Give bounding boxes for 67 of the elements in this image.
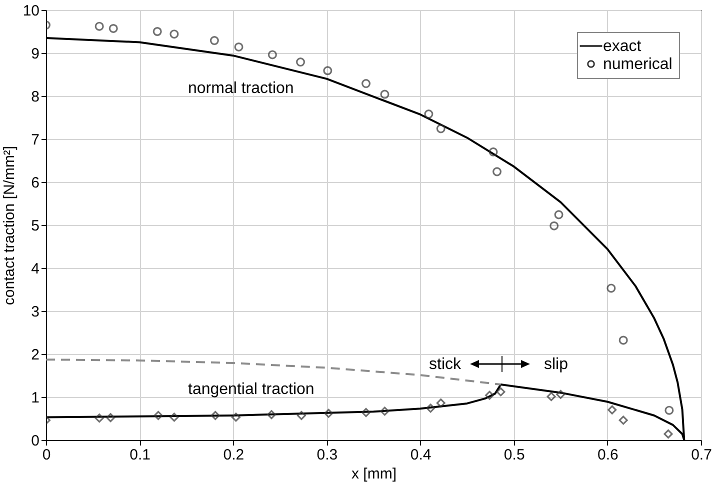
x-tick-label: 0.3 bbox=[316, 446, 338, 464]
point bbox=[296, 410, 306, 420]
point bbox=[94, 414, 104, 423]
point bbox=[492, 167, 502, 176]
x-axis-title: x [mm] bbox=[352, 466, 396, 482]
y-tick-label: 9 bbox=[31, 46, 40, 62]
point bbox=[380, 406, 390, 416]
point bbox=[296, 58, 306, 67]
y-tick-label: 10 bbox=[22, 2, 40, 20]
point bbox=[234, 42, 244, 52]
point bbox=[231, 412, 240, 422]
annotation: tangential traction bbox=[188, 381, 314, 398]
y-tick-label: 6 bbox=[31, 174, 40, 192]
y-tick-label: 2 bbox=[31, 346, 40, 364]
point bbox=[664, 429, 673, 438]
point bbox=[267, 410, 276, 420]
point bbox=[323, 66, 332, 76]
y-tick-label: 7 bbox=[31, 132, 40, 148]
point bbox=[608, 405, 617, 414]
point bbox=[210, 410, 220, 420]
point bbox=[170, 412, 179, 422]
point bbox=[106, 413, 116, 422]
x-tick-label: 0.6 bbox=[598, 446, 618, 464]
point bbox=[362, 79, 371, 88]
annotation: stick bbox=[429, 356, 462, 373]
x-tick-label: 0.5 bbox=[504, 446, 525, 464]
annotation: normal traction bbox=[188, 80, 294, 97]
y-tick-label: 5 bbox=[31, 218, 40, 234]
point bbox=[108, 24, 118, 33]
point bbox=[210, 36, 219, 46]
point bbox=[170, 30, 179, 39]
point bbox=[362, 408, 371, 417]
point bbox=[664, 406, 674, 415]
point bbox=[550, 221, 559, 230]
point bbox=[324, 408, 334, 418]
annotation: slip bbox=[544, 356, 568, 373]
x-tick-label: 0.2 bbox=[223, 446, 244, 464]
point bbox=[152, 27, 162, 36]
y-tick-label: 8 bbox=[31, 88, 40, 106]
y-axis-title: contact traction [N/mm²] bbox=[0, 146, 18, 306]
point bbox=[618, 336, 628, 345]
point bbox=[606, 284, 616, 293]
legend-label: numerical bbox=[603, 56, 672, 73]
x-tick-label: 0.4 bbox=[410, 446, 432, 464]
point bbox=[488, 147, 498, 156]
point bbox=[424, 110, 434, 119]
point bbox=[554, 210, 564, 220]
y-tick-label: 1 bbox=[31, 390, 40, 406]
point bbox=[618, 416, 628, 425]
point bbox=[94, 22, 104, 31]
legend-label: exact bbox=[603, 38, 642, 55]
point bbox=[268, 50, 277, 60]
point bbox=[546, 392, 556, 402]
point bbox=[436, 398, 446, 408]
x-tick-label: 0 bbox=[42, 446, 51, 464]
x-tick-label: 0.1 bbox=[130, 446, 150, 464]
point bbox=[556, 390, 566, 399]
point bbox=[436, 124, 446, 134]
point bbox=[426, 404, 436, 413]
point bbox=[496, 387, 506, 396]
point bbox=[485, 390, 494, 400]
point bbox=[380, 90, 390, 99]
y-tick-label: 0 bbox=[31, 432, 40, 450]
y-tick-label: 4 bbox=[31, 260, 40, 278]
x-tick-label: 0.7 bbox=[691, 446, 712, 464]
y-tick-label: 3 bbox=[31, 304, 40, 320]
point bbox=[154, 410, 163, 420]
